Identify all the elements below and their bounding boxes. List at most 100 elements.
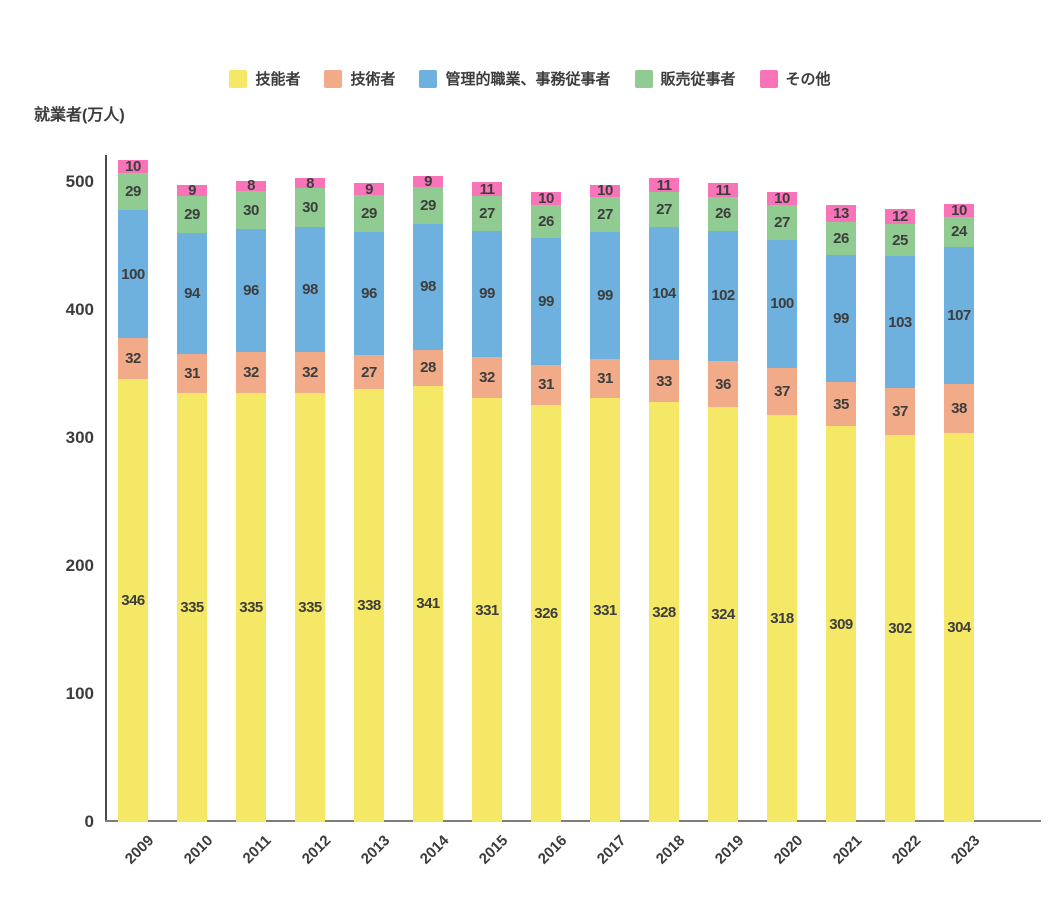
bar-segment-管理的職業、事務従事者-2009: 100 [118,210,148,339]
bar-segment-value: 94 [184,284,200,302]
bar-segment-技能者-2010: 335 [177,393,207,822]
legend-item: 販売従事者 [634,68,736,89]
bar-segment-技術者-2019: 36 [708,361,738,408]
bar-segment-value: 36 [715,375,731,393]
bar-segment-value: 99 [833,309,849,327]
bar-segment-技能者-2023: 304 [944,432,974,822]
x-tick-label: 2016 [534,832,571,868]
bar-segment-value: 100 [121,265,145,283]
bar-segment-value: 328 [652,603,676,621]
bar-segment-技術者-2016: 31 [531,365,561,405]
bar-segment-value: 331 [593,601,617,619]
bar-segment-value: 98 [420,278,436,296]
x-tick-label: 2011 [239,832,276,868]
x-tick-label: 2022 [888,832,925,868]
bar-segment-value: 304 [947,618,971,636]
legend-label: 販売従事者 [660,71,736,88]
bar-segment-value: 32 [479,369,495,387]
legend-item: その他 [759,68,831,89]
x-tick-label: 2019 [711,832,748,868]
bar-segment-販売従事者-2019: 26 [708,197,738,231]
x-tick-label: 2021 [829,832,866,868]
bar-segment-販売従事者-2010: 29 [177,196,207,234]
bar-segment-その他-2015: 11 [472,182,502,197]
bar-segment-技能者-2011: 335 [236,393,266,822]
bar-segment-value: 11 [715,181,731,199]
bar-segment-その他-2010: 9 [177,181,207,199]
bar-segment-販売従事者-2014: 29 [413,187,443,225]
bar-segment-value: 99 [538,293,554,311]
y-tick-label: 500 [65,172,94,191]
bar-segment-value: 38 [951,400,967,418]
bar-segment-value: 37 [892,403,908,421]
bar-segment-value: 335 [180,599,204,617]
bar-segment-value: 346 [121,592,145,610]
bar-segment-技能者-2020: 318 [767,414,797,822]
bar-segment-value: 10 [125,158,141,176]
bar-segment-value: 32 [302,364,318,382]
bar-segment-value: 10 [538,190,554,208]
x-tick-label: 2012 [298,832,335,868]
bar-segment-value: 96 [361,284,377,302]
bar-segment-技術者-2021: 35 [826,381,856,427]
y-tick-label: 100 [65,684,94,703]
bar-segment-value: 99 [597,286,613,304]
bar-segment-value: 99 [479,285,495,303]
bar-segment-value: 331 [475,601,499,619]
bar-segment-管理的職業、事務従事者-2015: 99 [472,230,502,358]
x-axis-line [105,820,1041,822]
bar-segment-その他-2023: 10 [944,201,974,219]
bar-segment-技能者-2014: 341 [413,385,443,822]
bar-segment-value: 318 [770,609,794,627]
legend-item: 技術者 [324,68,395,89]
bar-segment-value: 9 [188,181,196,199]
bar-segment-販売従事者-2009: 29 [118,173,148,211]
bar-segment-value: 26 [715,205,731,223]
bar-segment-販売従事者-2020: 27 [767,205,797,240]
bar-segment-value: 31 [597,369,613,387]
legend-label: 管理的職業、事務従事者 [445,71,611,88]
bar-segment-value: 324 [711,606,735,624]
bar-segment-value: 33 [656,372,672,390]
bar-segment-販売従事者-2022: 25 [885,224,915,257]
bar-segment-管理的職業、事務従事者-2014: 98 [413,224,443,350]
bar-segment-技能者-2009: 346 [118,379,148,822]
bar-segment-技能者-2019: 324 [708,407,738,822]
bar-segment-技術者-2013: 27 [354,354,384,390]
bar-segment-技能者-2016: 326 [531,404,561,822]
bar-segment-value: 8 [247,177,255,195]
bar-segment-技能者-2015: 331 [472,398,502,822]
bar-segment-管理的職業、事務従事者-2011: 96 [236,229,266,353]
bar-segment-value: 32 [243,364,259,382]
bar-segment-value: 10 [951,201,967,219]
y-tick-label: 200 [65,556,94,575]
bar-segment-管理的職業、事務従事者-2013: 96 [354,231,384,355]
y-tick-label: 0 [84,812,94,831]
bar-segment-技術者-2011: 32 [236,352,266,394]
bar-segment-value: 326 [534,604,558,622]
bar-segment-value: 13 [833,204,849,222]
bar-segment-その他-2021: 13 [826,205,856,222]
bar-segment-その他-2013: 9 [354,182,384,197]
x-tick-label: 2023 [947,832,984,868]
bar-segment-value: 29 [361,204,377,222]
bar-segment-value: 27 [774,213,790,231]
bar-segment-value: 31 [538,376,554,394]
legend-label: 技術者 [350,71,396,88]
bar-segment-技術者-2009: 32 [118,338,148,380]
bar-segment-その他-2011: 8 [236,177,266,195]
legend-label: その他 [785,71,831,88]
bar-segment-value: 29 [125,183,141,201]
bar-segment-その他-2014: 9 [413,174,443,189]
bar-segment-value: 27 [597,206,613,224]
bar-segment-その他-2019: 11 [708,181,738,199]
bar-segment-value: 35 [833,395,849,413]
legend-swatch-icon [229,69,248,88]
bar-segment-販売従事者-2017: 27 [590,197,620,232]
bar-segment-技術者-2010: 31 [177,353,207,394]
x-tick-label: 2020 [770,832,807,868]
bar-segment-管理的職業、事務従事者-2020: 100 [767,239,797,368]
y-tick-label: 400 [65,300,94,319]
bar-segment-value: 107 [947,307,971,325]
